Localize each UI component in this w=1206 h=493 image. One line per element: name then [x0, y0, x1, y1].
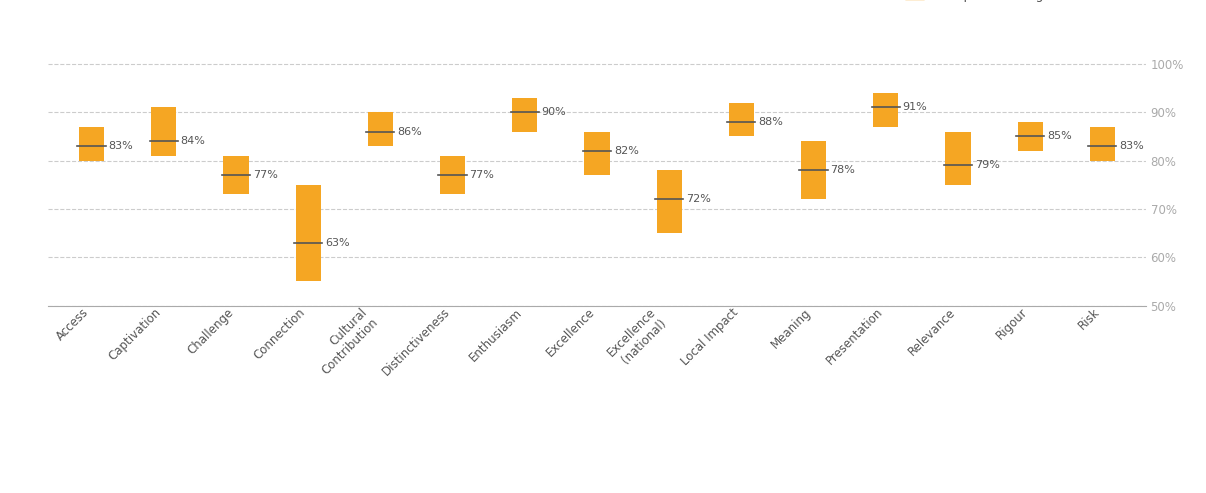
Text: 91%: 91%	[903, 103, 927, 112]
Text: Enthusiasm: Enthusiasm	[467, 306, 525, 364]
Bar	[946, 132, 971, 185]
Bar	[295, 185, 321, 282]
Text: 77%: 77%	[469, 170, 494, 180]
Bar	[728, 103, 754, 137]
Text: Cultural
Contribution: Cultural Contribution	[309, 306, 380, 378]
Text: Relevance: Relevance	[906, 306, 958, 358]
Text: 83%: 83%	[109, 141, 134, 151]
Text: 83%: 83%	[1119, 141, 1144, 151]
Legend: Interquartile Range, Median: Interquartile Range, Median	[900, 0, 1140, 7]
Bar	[801, 141, 826, 199]
Text: 79%: 79%	[974, 160, 1000, 171]
Text: Excellence: Excellence	[544, 306, 597, 359]
Text: 86%: 86%	[397, 127, 422, 137]
Text: Rigour: Rigour	[994, 306, 1030, 342]
Text: Local Impact: Local Impact	[679, 306, 742, 368]
Text: 85%: 85%	[1047, 131, 1072, 141]
Bar	[223, 156, 248, 194]
Text: 77%: 77%	[253, 170, 277, 180]
Text: Distinctiveness: Distinctiveness	[380, 306, 452, 379]
Bar	[440, 156, 466, 194]
Text: Access: Access	[54, 306, 92, 343]
Text: 63%: 63%	[326, 238, 350, 248]
Bar	[585, 132, 609, 175]
Bar	[78, 127, 104, 161]
Bar	[368, 112, 393, 146]
Bar	[873, 93, 898, 127]
Bar	[513, 98, 538, 132]
Bar	[1018, 122, 1043, 151]
Text: 82%: 82%	[614, 146, 639, 156]
Text: 84%: 84%	[181, 136, 205, 146]
Bar	[1090, 127, 1116, 161]
Text: Meaning: Meaning	[768, 306, 814, 351]
Bar	[151, 107, 176, 156]
Text: 78%: 78%	[831, 165, 855, 175]
Bar	[656, 170, 681, 233]
Text: Connection: Connection	[252, 306, 309, 362]
Text: 88%: 88%	[759, 117, 783, 127]
Text: Excellence
(national): Excellence (national)	[605, 306, 669, 370]
Text: 72%: 72%	[686, 194, 712, 204]
Text: 90%: 90%	[541, 107, 567, 117]
Text: Captivation: Captivation	[106, 306, 164, 363]
Text: Presentation: Presentation	[824, 306, 885, 367]
Text: Risk: Risk	[1076, 306, 1102, 332]
Text: Challenge: Challenge	[185, 306, 236, 357]
